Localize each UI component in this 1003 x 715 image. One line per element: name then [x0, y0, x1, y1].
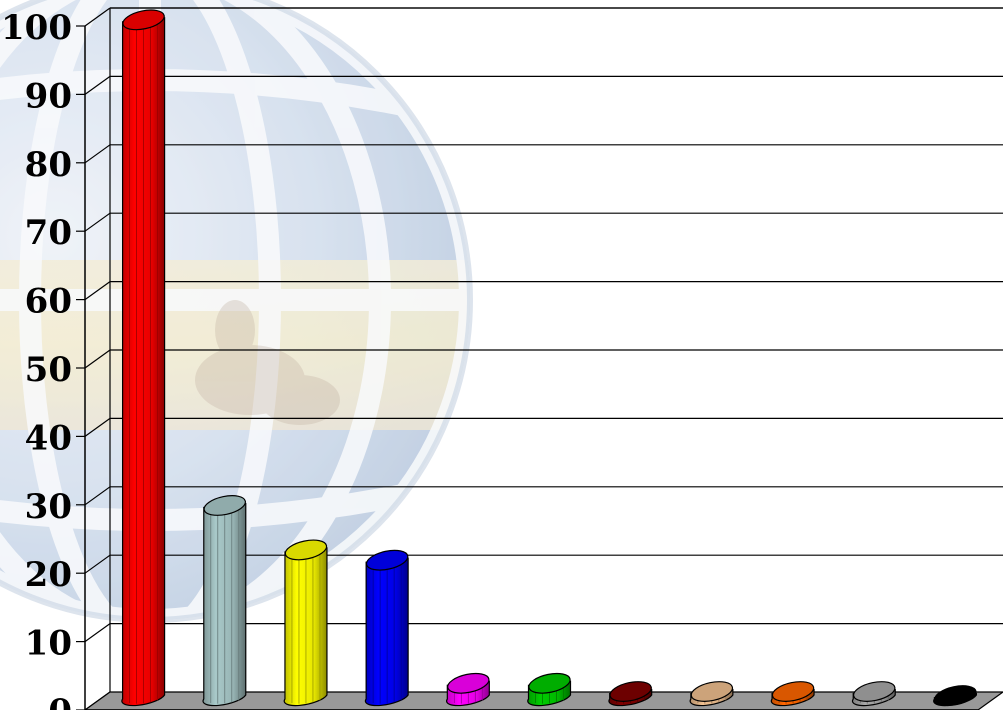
y-tick-label: 40 — [25, 418, 72, 458]
y-tick-label: 100 — [1, 8, 72, 48]
bar-top — [609, 681, 652, 702]
bar — [202, 495, 247, 707]
y-tick-label: 0 — [48, 692, 72, 710]
bar-top — [528, 672, 571, 694]
depth-line — [84, 554, 111, 574]
bar-top — [853, 681, 896, 702]
depth-line — [84, 349, 111, 369]
y-tick-label: 60 — [25, 282, 72, 322]
y-tick-labels: 0 10 20 30 40 50 60 70 80 90 100 — [1, 8, 72, 715]
bar-top — [447, 672, 490, 694]
y-tick-label: 70 — [25, 213, 72, 253]
bar — [364, 549, 409, 707]
y-tick-label: 20 — [25, 555, 72, 595]
bar-top — [365, 549, 409, 571]
depth-line — [84, 7, 111, 27]
depth-line — [84, 144, 111, 164]
y-tick-label: 90 — [25, 76, 72, 116]
bars — [121, 9, 978, 707]
bar — [608, 681, 653, 707]
y-tick-label: 50 — [25, 350, 72, 390]
y-tick-label: 30 — [25, 487, 72, 527]
bar — [283, 539, 328, 707]
bar — [770, 681, 815, 707]
y-tick-label: 10 — [25, 624, 72, 664]
bar — [527, 672, 572, 707]
bar — [121, 9, 166, 707]
bar — [689, 681, 734, 707]
bar-top — [771, 681, 815, 702]
bar-top — [122, 9, 165, 31]
bar-top — [203, 495, 246, 516]
depth-line — [84, 417, 111, 437]
bar — [933, 685, 978, 707]
bar-top — [690, 681, 734, 702]
depth-line — [84, 486, 111, 506]
depth-line — [84, 212, 111, 232]
bar — [851, 681, 896, 707]
y-tick-label: 80 — [25, 145, 72, 185]
bar — [446, 672, 490, 707]
depth-line — [84, 75, 111, 95]
bar-top — [284, 539, 328, 561]
depth-line — [84, 623, 111, 643]
depth-line — [84, 281, 111, 301]
bar-top — [934, 685, 977, 707]
